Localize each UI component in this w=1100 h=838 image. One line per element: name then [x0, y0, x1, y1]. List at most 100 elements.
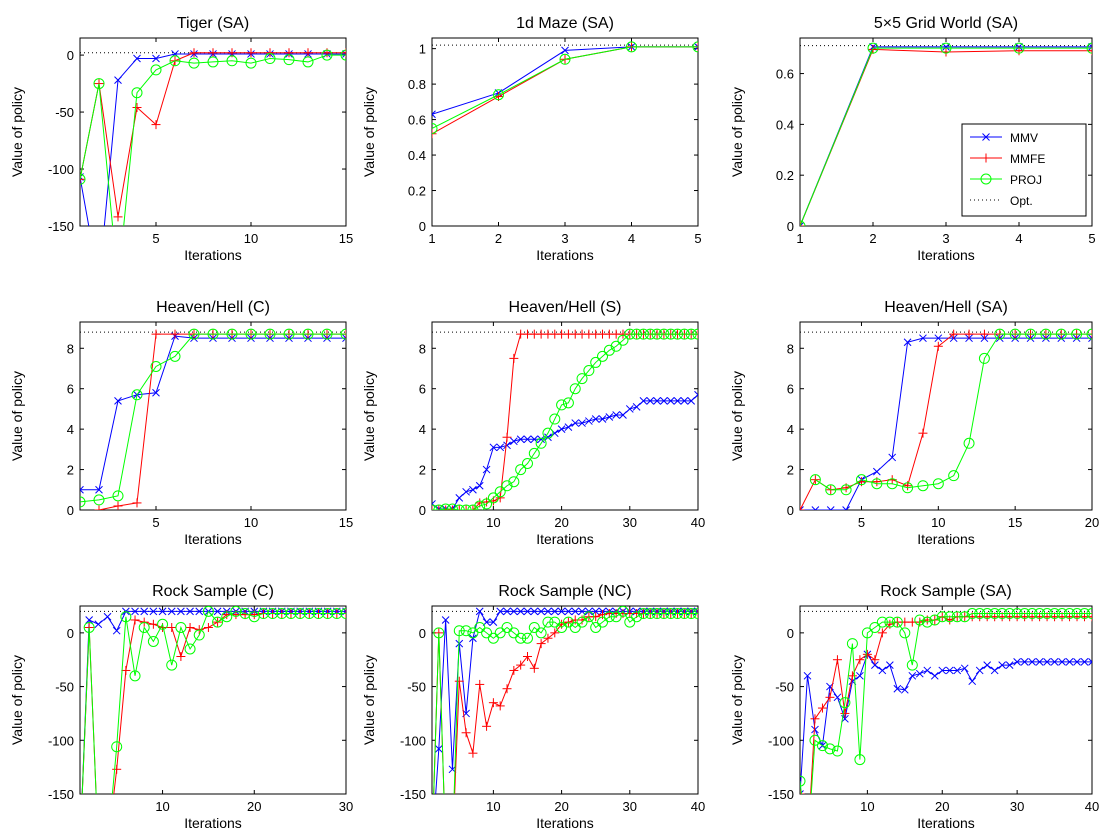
- marker-mmv: [561, 46, 569, 55]
- marker-mmfe: [113, 501, 123, 510]
- marker-mmv: [842, 506, 850, 510]
- marker-proj: [597, 350, 609, 362]
- marker-proj: [188, 57, 200, 69]
- marker-mmv: [660, 396, 668, 405]
- y-tick-label: 0: [787, 219, 794, 234]
- marker-mmv: [149, 607, 158, 616]
- marker-mmfe: [536, 639, 546, 649]
- marker-proj: [245, 57, 257, 69]
- subplot-title: Heaven/Hell (SA): [884, 299, 1008, 316]
- marker-proj: [871, 478, 883, 490]
- marker-proj: [597, 616, 609, 628]
- y-tick-label: -50: [55, 105, 74, 120]
- marker-proj: [322, 608, 334, 620]
- marker-mmfe: [447, 505, 457, 510]
- marker-proj: [111, 741, 123, 753]
- marker-mmfe: [870, 655, 880, 665]
- marker-mmv: [496, 443, 505, 452]
- marker-mmfe: [516, 660, 526, 670]
- marker-proj: [685, 608, 697, 620]
- marker-mmv: [591, 415, 600, 423]
- marker-proj: [1086, 608, 1092, 620]
- marker-mmv: [557, 425, 566, 433]
- marker-mmfe: [167, 622, 177, 632]
- subplot-title: Rock Sample (NC): [498, 583, 631, 600]
- marker-mmv: [537, 435, 545, 444]
- legend-label: PROJ: [1010, 173, 1042, 187]
- marker-mmv: [953, 666, 962, 675]
- x-tick-label: 15: [1008, 515, 1022, 530]
- marker-mmfe: [468, 748, 478, 758]
- subplot-5: Heaven/Hell (SA) 5 10 15 20 0 2 4 6 8 Iterations Va…: [729, 299, 1099, 547]
- marker-mmfe: [80, 174, 85, 184]
- y-tick-label: -100: [48, 162, 74, 177]
- marker-mmv: [114, 76, 122, 85]
- marker-proj: [617, 606, 629, 617]
- series-line-proj: [81, 610, 346, 794]
- marker-mmv: [489, 443, 498, 452]
- marker-mmv: [826, 506, 835, 510]
- y-tick-label: -50: [55, 680, 74, 695]
- marker-proj: [138, 621, 150, 633]
- marker-proj: [193, 629, 205, 641]
- y-tick-label: -150: [48, 219, 74, 234]
- marker-proj: [1040, 328, 1052, 340]
- marker-proj: [1026, 608, 1038, 620]
- marker-proj: [188, 328, 200, 340]
- marker-proj: [440, 503, 452, 510]
- marker-mmv: [888, 453, 897, 462]
- marker-mmfe: [502, 684, 512, 694]
- series-line-proj: [800, 613, 1092, 794]
- y-tick-label: 2: [67, 463, 74, 478]
- marker-mmfe: [185, 622, 195, 632]
- marker-proj: [303, 608, 315, 620]
- marker-mmv: [342, 334, 346, 343]
- marker-mmv: [687, 396, 696, 405]
- subplot-title: Rock Sample (C): [152, 583, 274, 600]
- y-tick-label: -150: [48, 787, 74, 802]
- marker-mmv: [131, 607, 139, 616]
- marker-proj: [542, 616, 554, 628]
- marker-mmv: [975, 666, 984, 675]
- marker-mmfe: [482, 721, 492, 731]
- marker-mmv: [612, 411, 621, 419]
- marker-proj: [294, 608, 306, 620]
- marker-proj: [831, 745, 843, 757]
- marker-proj: [494, 627, 506, 639]
- marker-mmv: [434, 745, 443, 753]
- marker-mmv: [811, 506, 820, 510]
- marker-proj: [93, 78, 105, 90]
- marker-mmfe: [509, 665, 519, 675]
- marker-mmfe: [203, 622, 213, 632]
- marker-mmv: [523, 435, 532, 444]
- marker-mmv: [475, 607, 484, 616]
- marker-mmv: [133, 54, 141, 63]
- marker-proj: [809, 474, 821, 486]
- marker-proj: [559, 53, 571, 65]
- marker-proj: [83, 621, 95, 633]
- marker-mmfe: [840, 708, 850, 718]
- x-tick-label: 5: [152, 515, 159, 530]
- marker-mmv: [646, 396, 655, 405]
- marker-mmv: [1065, 658, 1074, 666]
- marker-mmv: [803, 671, 812, 680]
- marker-proj: [157, 618, 169, 630]
- marker-mmv: [908, 671, 917, 680]
- marker-proj: [1009, 328, 1021, 340]
- marker-mmv: [114, 396, 122, 405]
- marker-mmfe: [341, 48, 346, 58]
- marker-mmfe: [148, 619, 158, 629]
- marker-proj: [966, 608, 978, 620]
- marker-proj: [583, 611, 595, 623]
- marker-mmv: [1088, 658, 1092, 666]
- marker-proj: [460, 625, 472, 637]
- marker-mmv: [900, 685, 909, 694]
- marker-mmfe: [130, 615, 140, 625]
- marker-proj: [1025, 328, 1037, 340]
- marker-proj: [93, 494, 105, 506]
- marker-proj: [840, 484, 852, 496]
- marker-proj: [340, 328, 346, 340]
- subplot-title: Heaven/Hell (S): [509, 299, 622, 316]
- marker-proj: [576, 373, 588, 385]
- marker-proj: [906, 659, 918, 671]
